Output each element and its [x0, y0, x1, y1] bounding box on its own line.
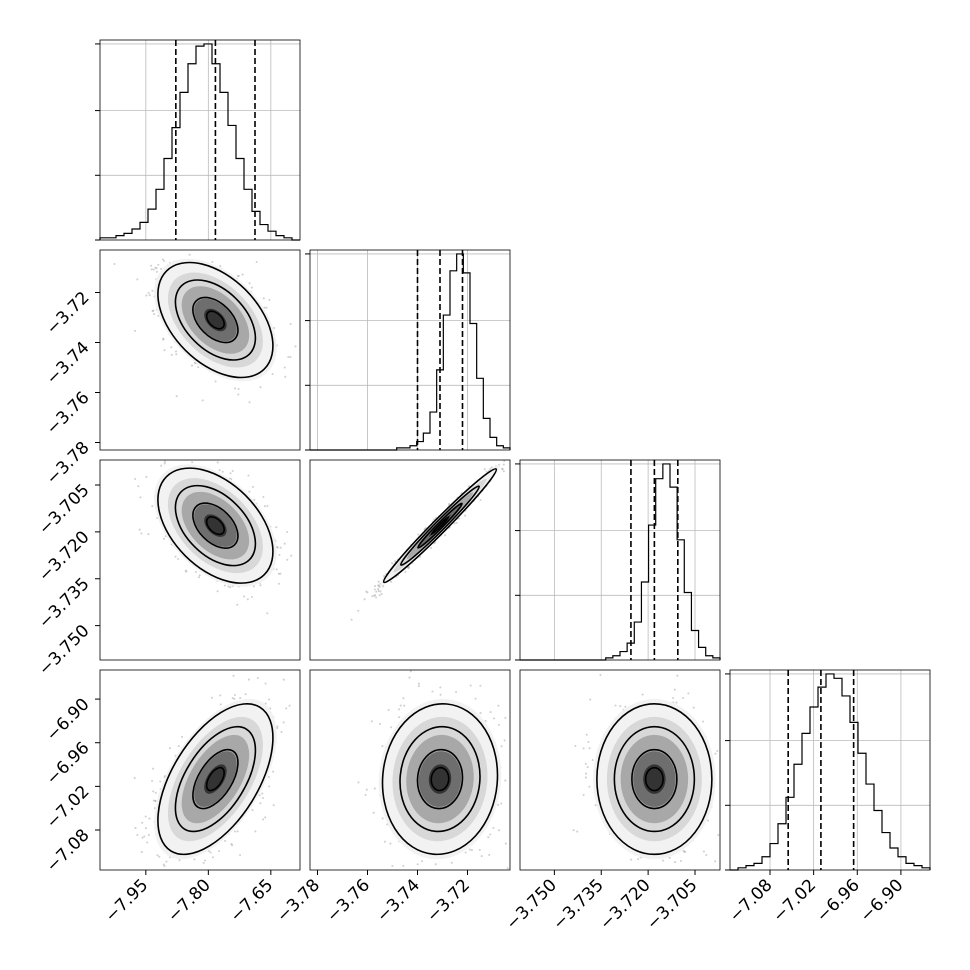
panel-frame	[729, 669, 931, 871]
density-level-5	[204, 514, 227, 537]
contour-4	[430, 766, 450, 792]
y-tick-label-2-3: −3.74	[43, 338, 94, 389]
y-tick-label-2-2: −3.76	[43, 388, 94, 439]
scatter-panel-4-1	[99, 669, 301, 871]
histogram-panel-2	[305, 249, 511, 451]
panel-frame	[99, 669, 301, 871]
y-tick-label-4-2: −7.02	[43, 782, 94, 833]
contour-1	[382, 468, 498, 584]
scatter-panel-3-2	[309, 459, 511, 661]
panel-frame	[309, 459, 511, 661]
x-tick-label-3-1: −3.750	[502, 875, 561, 934]
y-tick-label-4-3: −6.96	[43, 738, 94, 789]
x-tick-label-1-2: −7.80	[164, 875, 215, 926]
density-level-5	[204, 764, 227, 794]
x-tick-label-3-2: −3.735	[549, 875, 608, 934]
scatter-panel-2-1	[99, 249, 301, 451]
contour-4	[430, 516, 450, 536]
contour-2	[613, 725, 696, 833]
contour-2	[174, 484, 257, 567]
panel-frame	[519, 669, 721, 871]
contour-4	[205, 516, 225, 536]
y-tick-label-2-1: −3.78	[43, 438, 94, 489]
contour-4	[644, 766, 664, 792]
histogram-step-4	[730, 673, 931, 871]
contour-2	[399, 725, 481, 833]
contour-1	[157, 467, 274, 584]
panel-frame	[99, 249, 301, 451]
panel-frame	[519, 459, 721, 661]
contour-4	[205, 310, 225, 330]
x-tick-label-4-1: −7.08	[726, 875, 777, 926]
contour-3	[631, 748, 678, 810]
histogram-step-1	[99, 43, 300, 241]
scatter-panel-4-2	[309, 669, 511, 871]
y-tick-label-3-4: −3.705	[35, 480, 94, 539]
x-tick-label-3-4: −3.705	[643, 875, 702, 934]
panel-frame	[309, 669, 511, 871]
histogram-panel-4	[725, 669, 931, 871]
contour-3	[192, 748, 239, 810]
y-tick-label-3-2: −3.735	[35, 574, 94, 633]
density-level-5	[643, 764, 666, 794]
y-tick-label-2-4: −3.72	[43, 288, 94, 339]
contour-3	[416, 748, 464, 810]
y-tick-label-3-1: −3.750	[35, 621, 94, 680]
contour-1	[596, 703, 713, 856]
x-tick-label-1-1: −7.95	[101, 875, 152, 926]
contour-1	[381, 703, 499, 856]
panel-frame	[99, 39, 301, 241]
density-level-5	[204, 308, 227, 332]
scatter-panel-4-3	[519, 669, 721, 871]
histogram-panel-1	[95, 39, 301, 241]
contour-1	[157, 703, 274, 856]
x-tick-label-4-3: −6.96	[813, 875, 864, 926]
histogram-panel-3	[515, 459, 721, 661]
x-tick-label-2-3: −3.74	[373, 875, 424, 926]
x-tick-label-4-4: −6.90	[856, 875, 907, 926]
contour-3	[417, 502, 463, 549]
x-tick-label-2-1: −3.78	[273, 875, 324, 926]
x-tick-label-2-2: −3.76	[323, 875, 374, 926]
contour-2	[399, 485, 481, 566]
x-tick-label-4-2: −7.02	[769, 875, 820, 926]
contour-3	[192, 502, 239, 549]
contour-1	[157, 261, 274, 379]
x-tick-label-2-4: −3.72	[423, 875, 474, 926]
y-tick-label-3-3: −3.720	[35, 527, 94, 586]
contour-4	[205, 766, 225, 792]
contour-2	[174, 279, 257, 361]
panel-frame	[309, 249, 511, 451]
panel-frame	[99, 459, 301, 661]
y-tick-label-4-1: −7.08	[43, 825, 94, 876]
y-tick-label-4-4: −6.90	[43, 694, 94, 745]
scatter-panel-3-1	[99, 459, 301, 661]
density-level-5	[428, 514, 452, 537]
contour-3	[192, 296, 239, 344]
contour-2	[174, 725, 257, 833]
x-tick-label-1-3: −7.65	[226, 875, 277, 926]
x-tick-label-3-3: −3.720	[596, 875, 655, 934]
